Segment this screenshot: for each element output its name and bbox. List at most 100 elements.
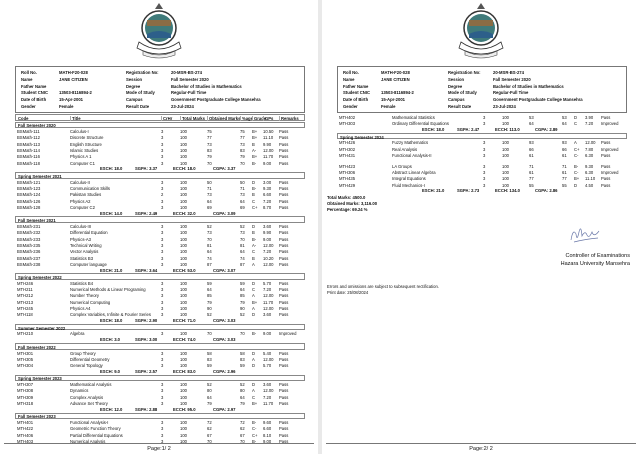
cell-obtained-marks: 50 bbox=[207, 179, 212, 185]
cell-grade-points: 11.70 bbox=[263, 154, 274, 160]
cell-percentage: 61 bbox=[562, 152, 567, 158]
cell-title: Ordinary Differential Equations bbox=[392, 121, 449, 127]
cell-total-marks: 100 bbox=[180, 299, 187, 305]
cell-total-marks: 100 bbox=[180, 154, 187, 160]
student-info-box: Roll No. MATH-F20-028 Registration No: 20-M… bbox=[337, 66, 627, 113]
cell-obtained-marks: 83 bbox=[207, 356, 212, 362]
course-row: BSMath-232 Differential Equation 3 100 73 73 B… bbox=[15, 229, 305, 235]
info-label: Gender bbox=[21, 103, 36, 109]
cell-remarks: Pass bbox=[279, 293, 289, 299]
summary-sgpa: SGPA: 2.47 bbox=[457, 127, 480, 133]
info-row: Roll No. MATH-F20-028 Registration No: 20-M… bbox=[343, 70, 621, 77]
info-value: 15-Apr-2001 bbox=[381, 97, 405, 103]
cell-grade-points: 12.00 bbox=[263, 356, 274, 362]
cell-grade: C bbox=[252, 394, 256, 400]
cell-credit-hours: 3 bbox=[483, 115, 486, 120]
cell-obtained-marks: 61 bbox=[529, 152, 534, 158]
cell-total-marks: 100 bbox=[180, 280, 187, 286]
page-number: Page:1/ 2 bbox=[147, 446, 171, 452]
cell-remarks: Pass bbox=[601, 115, 611, 120]
cell-total-marks: 100 bbox=[180, 204, 187, 210]
cell-obtained-marks: 66 bbox=[529, 146, 534, 152]
cell-grade: C- bbox=[574, 170, 579, 176]
cell-title: Statistics B3 bbox=[70, 255, 94, 261]
cell-percentage: 72 bbox=[240, 420, 245, 426]
cell-total-marks: 100 bbox=[180, 356, 187, 362]
cell-obtained-marks: 73 bbox=[207, 141, 212, 147]
summary-sgpa: SGPA: 2.57 bbox=[135, 368, 158, 374]
cell-obtained-marks: 52 bbox=[207, 312, 212, 318]
cell-title: Computer C1 bbox=[70, 160, 95, 166]
cell-title: Mathematical Statistics bbox=[392, 115, 435, 120]
cell-code: BSMath-112 bbox=[17, 135, 40, 141]
cell-credit-hours: 3 bbox=[161, 306, 164, 312]
cell-code: MTH422 bbox=[17, 426, 34, 432]
cell-grade-points: 9.30 bbox=[263, 186, 272, 192]
cell-obtained-marks: 74 bbox=[207, 255, 212, 261]
info-label: Roll No. bbox=[343, 70, 359, 75]
cell-grade-points: 7.20 bbox=[585, 121, 594, 127]
cell-code: MTH303 bbox=[339, 121, 356, 127]
course-row: MTH303 Ordinary Differential Equations 3 10… bbox=[337, 120, 627, 126]
cell-title: LA Groups bbox=[392, 163, 412, 169]
cell-remarks: Pass bbox=[279, 230, 289, 236]
page-number: Page:2/ 2 bbox=[469, 446, 493, 452]
cell-title: Complex Analysis bbox=[70, 394, 104, 400]
cell-credit-hours: 3 bbox=[161, 236, 164, 242]
summary-ecch: ECCH: 74.0 bbox=[173, 337, 196, 343]
cell-remarks: Pass bbox=[279, 192, 289, 198]
info-row: Student CNIC 13503-8116894-2 Mode of Study… bbox=[343, 90, 621, 97]
info-label: Result Date bbox=[126, 103, 150, 109]
cell-code: BSMath-113 bbox=[17, 141, 40, 147]
info-label: Result Date bbox=[448, 103, 472, 109]
cell-remarks: Pass bbox=[279, 299, 289, 305]
cell-title: Numerical Computing bbox=[70, 299, 111, 305]
cell-title: Group Theory bbox=[70, 350, 96, 356]
info-value: 20-MSR-BS-274 bbox=[171, 70, 202, 75]
cell-code: MTH301 bbox=[17, 350, 34, 356]
cell-credit-hours: 3 bbox=[483, 140, 486, 146]
cell-remarks: Pass bbox=[279, 255, 289, 261]
cell-grade: D bbox=[252, 382, 256, 388]
cell-grade: B+ bbox=[252, 154, 258, 160]
cell-credit-hours: 3 bbox=[483, 146, 486, 152]
cell-percentage: 83 bbox=[240, 356, 245, 362]
course-row: MTH210 Algebra 3 100 70 70 B- 9.00 Improved bbox=[15, 330, 305, 336]
course-row: MTH246 Statistics B4 3 100 59 59 D 5.70 Pass bbox=[15, 280, 305, 286]
info-value: Female bbox=[381, 103, 396, 109]
cell-obtained-marks: 71 bbox=[207, 186, 212, 192]
cell-obtained-marks: 80 bbox=[207, 388, 212, 394]
cell-title: Physics A 1 bbox=[70, 154, 92, 160]
summary-esch: ESCH: 21.0 bbox=[422, 188, 445, 194]
cell-title: Technical Writing bbox=[70, 242, 102, 248]
transcript-page-2: Roll No. MATH-F20-028 Registration No: 20-M… bbox=[322, 0, 640, 454]
cell-grade-points: 8.10 bbox=[263, 432, 272, 438]
university-name: Hazara University Mansehra bbox=[560, 261, 630, 267]
semester-summary: ESCH: 18.0 SGPA: 2.47 ECCH: 113.0 CGPA: 2.8… bbox=[337, 127, 627, 133]
cell-grade: B bbox=[252, 192, 255, 198]
cell-remarks: Pass bbox=[279, 350, 289, 356]
cell-grade: B- bbox=[252, 236, 257, 242]
column-header-credit-hours: CrHr bbox=[161, 116, 173, 122]
cell-percentage: 75 bbox=[240, 129, 245, 135]
semester-summary: ESCH: 21.0 SGPA: 2.73 ECCH: 134.0 CGPA: 2.8… bbox=[337, 188, 627, 194]
course-row: MTH301 Group Theory 3 100 58 58 D 5.40 Pass bbox=[15, 350, 305, 356]
cell-grade: C+ bbox=[252, 432, 258, 438]
cell-grade-points: 12.00 bbox=[263, 242, 274, 248]
cell-obtained-marks: 69 bbox=[207, 204, 212, 210]
cell-total-marks: 100 bbox=[180, 426, 187, 432]
cell-percentage: 70 bbox=[240, 236, 245, 242]
cell-code: MTH305 bbox=[17, 356, 34, 362]
cell-code: MTH302 bbox=[339, 146, 356, 152]
cell-obtained-marks: 58 bbox=[207, 350, 212, 356]
course-row: BSMath-233 Physics-A3 3 100 70 70 B- 9.00 Pass bbox=[15, 236, 305, 242]
cell-percentage: 64 bbox=[240, 198, 245, 204]
cell-code: BSMath-118 bbox=[17, 160, 40, 166]
course-row: MTH429 Fluid Mechanics-I 3 100 55 55 D 4.50 Pass bbox=[337, 182, 627, 188]
semester-header: Fall Semester 2021 bbox=[15, 216, 305, 223]
cell-credit-hours: 3 bbox=[483, 176, 486, 182]
course-row: MTH211 Numerical Methods & Linear Program… bbox=[15, 286, 305, 292]
cell-code: BSMath-237 bbox=[17, 255, 41, 261]
course-row: MTH406 Partial Differential Equations 3 100… bbox=[15, 432, 305, 438]
cell-percentage: 70 bbox=[240, 331, 245, 337]
